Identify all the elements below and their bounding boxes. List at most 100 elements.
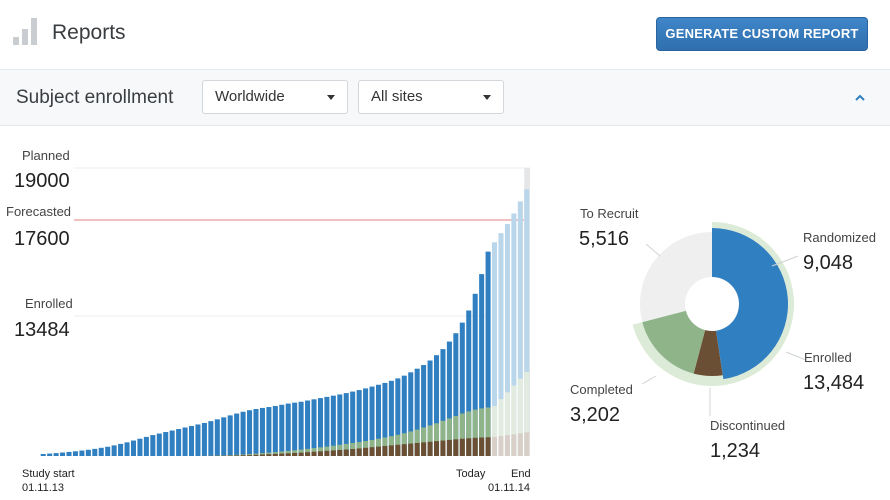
discontinued-bar [363, 447, 369, 456]
enrolled-bar [324, 396, 330, 456]
discontinued-bar [253, 454, 259, 456]
completed-value: 3,202 [570, 404, 621, 426]
completed-bar [472, 409, 478, 456]
region-select[interactable]: Worldwide [202, 80, 348, 114]
to-recruit-slice [640, 232, 712, 323]
enrolled-bar [111, 445, 117, 456]
discontinued-bar [446, 439, 452, 456]
leader-line [645, 243, 661, 257]
enrollment-bar-chart [40, 167, 530, 456]
enrolled-bar [440, 349, 446, 456]
generate-custom-report-button[interactable]: GENERATE CUSTOM REPORT [656, 17, 868, 51]
discontinued-bar [466, 438, 472, 456]
discontinued-bar [369, 447, 375, 456]
discontinued-bar [401, 444, 407, 456]
discontinued-bar [356, 448, 362, 456]
enrolled-bar [143, 436, 149, 456]
forecast-discontinued-bar [504, 435, 510, 456]
enrolled-bar [182, 427, 188, 456]
end-label: End [511, 468, 531, 480]
chevron-up-icon[interactable] [852, 90, 868, 106]
forecast-bar [511, 213, 517, 456]
discontinued-bar [324, 450, 330, 456]
end-date: 01.11.14 [488, 482, 531, 494]
enrollment-donut-chart [632, 222, 807, 416]
discontinued-slice [693, 330, 723, 376]
enrolled-bar [169, 430, 175, 456]
discontinued-bar [382, 445, 388, 456]
sites-select[interactable]: All sites [358, 80, 504, 114]
completed-bar [427, 425, 433, 456]
caret-down-icon [327, 95, 335, 100]
randomized-slice [712, 228, 788, 380]
enrolled-bar [47, 453, 53, 456]
forecast-completed-bar [511, 385, 517, 456]
enrolled-bar [330, 395, 336, 456]
forecast-completed-bar [492, 405, 498, 456]
forecast-discontinued-bar [492, 436, 498, 456]
randomized-label: Randomized [803, 230, 876, 245]
enrolled-bar [214, 419, 220, 456]
forecast-bar [517, 201, 523, 456]
enrolled-bar [343, 393, 349, 456]
completed-slice [642, 310, 706, 374]
forecast-bar [504, 224, 510, 456]
page-title: Reports [52, 21, 126, 44]
enrolled-bar [375, 384, 382, 456]
enrolled-bar [382, 382, 388, 456]
enrolled-bar [485, 251, 491, 456]
planned-value: 19000 [14, 170, 70, 192]
enrolled-bar [79, 450, 85, 456]
discontinued-label: Discontinued [710, 418, 786, 433]
study-start-label: Study start [22, 468, 75, 480]
enrolled-bar [124, 442, 130, 456]
enrolled-bar [130, 440, 137, 456]
discontinued-bar [433, 441, 440, 456]
discontinued-bar [421, 442, 427, 456]
enrolled-bar [272, 405, 278, 456]
discontinued-bar [298, 452, 304, 456]
enrolled-bar [298, 401, 304, 456]
enrolled-bar [176, 429, 182, 456]
enrolled-bar [53, 453, 59, 456]
enrolled-bar [305, 400, 311, 456]
discontinued-value: 1,234 [710, 440, 761, 462]
enrolled-bar [105, 446, 111, 456]
discontinued-bar [247, 455, 253, 456]
forecast-completed-bar [524, 371, 530, 456]
discontinued-bar [388, 445, 394, 456]
enrolled-outer-value: 13,484 [803, 372, 865, 394]
enrolled-bar [118, 443, 124, 456]
forecast-discontinued-bar [524, 432, 530, 456]
completed-bar [485, 407, 491, 456]
enrolled-bar [350, 391, 356, 456]
forecast-discontinued-bar [498, 435, 504, 456]
completed-bar [247, 454, 253, 456]
enrolled-bar [479, 274, 485, 456]
discontinued-bar [440, 440, 446, 456]
enrolled-bar [247, 410, 253, 456]
leader-line [785, 351, 807, 361]
discontinued-bar [350, 449, 356, 456]
discontinued-bar [330, 450, 336, 456]
completed-bar [414, 429, 420, 456]
enrolled-bar [337, 394, 343, 456]
forecast-completed-bar [517, 378, 523, 456]
randomized-value: 9,048 [803, 252, 854, 274]
enrolled-bar [453, 333, 459, 456]
forecast-discontinued-bar [511, 434, 517, 456]
completed-bar [440, 420, 446, 456]
enrolled-bar [408, 372, 414, 456]
enrolled-bar [356, 390, 362, 456]
discontinued-bar [459, 438, 465, 456]
discontinued-bar [395, 444, 401, 456]
discontinued-bar [485, 437, 491, 456]
discontinued-bar [317, 451, 323, 456]
enrolled-bar [317, 398, 323, 456]
enrolled-bar [240, 411, 246, 456]
enrolled-bar [279, 404, 285, 456]
discontinued-bar [472, 437, 478, 456]
forecast-discontinued-bar [517, 433, 523, 456]
section-title: Subject enrollment [16, 87, 174, 108]
